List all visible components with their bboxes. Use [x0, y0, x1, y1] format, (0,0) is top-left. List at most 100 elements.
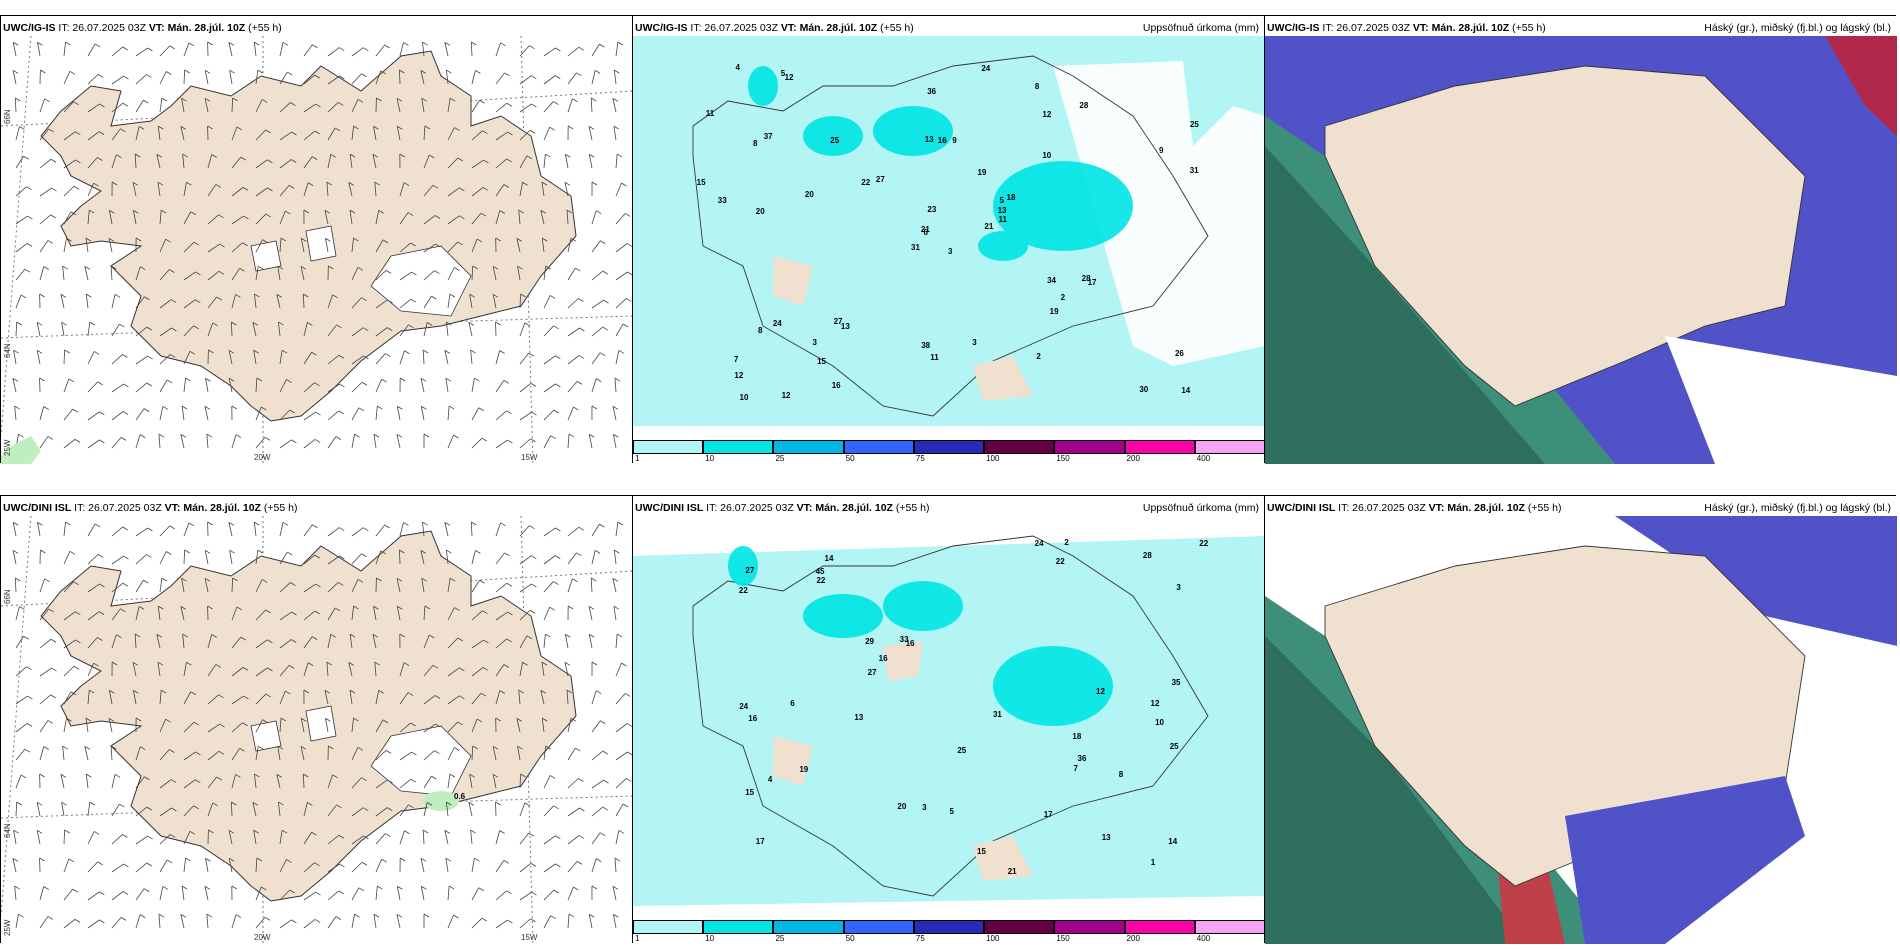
wind-barb-flag: [277, 745, 283, 750]
wind-barb: [422, 350, 425, 365]
wind-barb-flag: [48, 608, 54, 613]
wind-barb-flag: [576, 72, 582, 77]
wind-barb-flag: [410, 298, 417, 303]
wind-barb-flag: [530, 383, 537, 387]
wind-barb-flag: [495, 237, 501, 242]
wind-barb-flag: [166, 859, 173, 864]
wind-barb: [159, 578, 163, 593]
wind-barb-flag: [50, 638, 57, 643]
wind-barb-flag: [47, 240, 54, 244]
wind-barb-flag: [257, 69, 264, 74]
wind-barb: [375, 750, 387, 761]
wind-barb: [61, 322, 65, 337]
precip-value-label: 12: [784, 73, 794, 83]
wind-barb: [567, 72, 577, 85]
wind-barb-flag: [363, 807, 369, 812]
wind-barb-flag: [144, 296, 150, 301]
wind-barb: [375, 406, 378, 421]
wind-barb: [495, 638, 507, 649]
wind-barb-flag: [114, 773, 121, 778]
wind-barb-flag: [89, 801, 96, 806]
wind-barb: [159, 45, 170, 57]
wind-barb: [495, 410, 507, 421]
wind-barb-flag: [613, 913, 619, 918]
wind-barb: [229, 550, 233, 565]
wind-barb: [205, 858, 209, 873]
wind-barb-flag: [454, 267, 460, 271]
wind-barb: [423, 295, 432, 309]
wind-barb: [255, 639, 268, 649]
wind-barb: [471, 745, 474, 761]
init-time: IT: 26.07.2025 03Z: [1322, 22, 1410, 34]
wind-barb-flag: [363, 835, 369, 840]
wind-barb-flag: [621, 182, 627, 187]
wind-barb-flag: [171, 327, 177, 332]
wind-barb: [87, 381, 98, 393]
wind-barb-flag: [162, 885, 169, 890]
wind-barb-flag: [158, 913, 165, 918]
wind-barb-flag: [97, 74, 104, 78]
wind-barb-flag: [123, 383, 129, 388]
wind-barb-flag: [134, 633, 141, 638]
wind-barb-flag: [411, 271, 417, 276]
wind-barb: [231, 434, 237, 449]
panel-header: UWC/DINI ISL IT: 26.07.2025 03Z VT: Mán.…: [3, 502, 627, 518]
wind-barb-flag: [612, 578, 619, 582]
wind-barb-flag: [256, 857, 263, 862]
wind-barb: [255, 266, 259, 281]
wind-barb: [159, 886, 164, 901]
wind-barb-flag: [119, 323, 125, 328]
wind-barb: [231, 187, 244, 197]
wind-barb-flag: [135, 237, 142, 242]
precip-value-label: 20: [755, 207, 765, 217]
wind-barb-flag: [618, 829, 625, 834]
wind-barb-flag: [94, 523, 101, 528]
wind-barb-flag: [612, 885, 619, 890]
wind-barb-flag: [265, 693, 272, 698]
wind-barb: [423, 606, 426, 621]
wind-barb-flag: [232, 577, 238, 582]
wind-barb: [279, 551, 288, 565]
precip-value-label: 20: [897, 801, 907, 811]
wind-barb: [255, 609, 266, 621]
wind-barb: [351, 126, 354, 141]
wind-barb-flag: [66, 237, 72, 242]
wind-barb-flag: [507, 131, 513, 136]
wind-barb-flag: [206, 913, 213, 918]
wind-barb-flag: [307, 182, 314, 186]
wind-barb-flag: [520, 293, 526, 298]
wind-barb-flag: [39, 857, 45, 862]
wind-barb-flag: [616, 153, 623, 158]
wind-barb-flag: [254, 41, 260, 46]
wind-barb-flag: [421, 405, 427, 410]
wind-barb-flag: [208, 829, 214, 834]
wind-barb-flag: [589, 633, 595, 638]
wind-barb: [519, 182, 523, 197]
wind-barb: [591, 70, 596, 85]
wind-barb-flag: [474, 857, 480, 862]
wind-barb-flag: [614, 69, 620, 74]
wind-barb-flag: [349, 209, 356, 214]
wind-barb: [207, 634, 213, 649]
wind-barb: [253, 830, 257, 845]
wind-barb: [135, 776, 145, 789]
wind-barb-flag: [133, 209, 139, 214]
wind-barb-flag: [19, 126, 25, 130]
wind-barb-flag: [278, 321, 284, 326]
wind-barb: [63, 349, 66, 365]
wind-barb: [231, 577, 234, 593]
wind-barb-flag: [625, 213, 631, 217]
wind-barb: [63, 71, 71, 85]
wind-barb-flag: [374, 661, 381, 666]
precip-value-label: 26: [1174, 348, 1184, 358]
wind-barb: [303, 862, 315, 873]
wind-barb-flag: [188, 522, 195, 527]
wind-barb-flag: [228, 349, 235, 354]
wind-barb: [349, 690, 353, 705]
wind-barb: [327, 863, 340, 873]
wind-barb: [302, 293, 305, 309]
precip-colorbar: 1 10 25 50 75 100 150 200 400: [633, 438, 1265, 463]
wind-barb-flag: [242, 722, 248, 727]
precip-value-label: 10: [1042, 151, 1052, 161]
wind-barb: [159, 807, 172, 817]
